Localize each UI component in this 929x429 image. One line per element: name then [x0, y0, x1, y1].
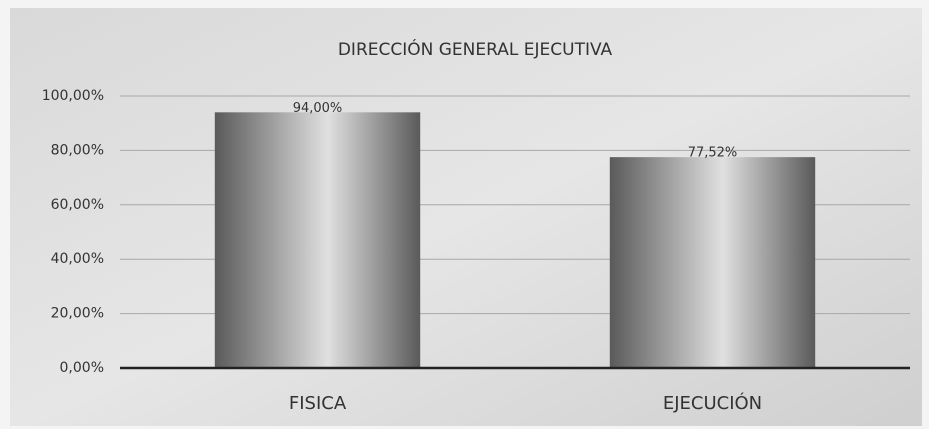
x-tick-label: EJECUCIÓN: [663, 392, 762, 414]
y-tick-label: 80,00%: [51, 142, 104, 158]
data-label: 94,00%: [293, 101, 343, 116]
x-tick-label: FISICA: [289, 393, 347, 414]
y-tick-label: 0,00%: [60, 360, 104, 376]
bar: [214, 112, 421, 368]
bar: [609, 157, 816, 368]
y-tick-label: 40,00%: [51, 251, 104, 267]
data-label: 77,52%: [688, 146, 738, 161]
chart-title: DIRECCIÓN GENERAL EJECUTIVA: [338, 38, 613, 60]
y-tick-label: 100,00%: [42, 88, 104, 104]
y-tick-label: 20,00%: [51, 306, 104, 322]
y-tick-label: 60,00%: [51, 197, 104, 213]
